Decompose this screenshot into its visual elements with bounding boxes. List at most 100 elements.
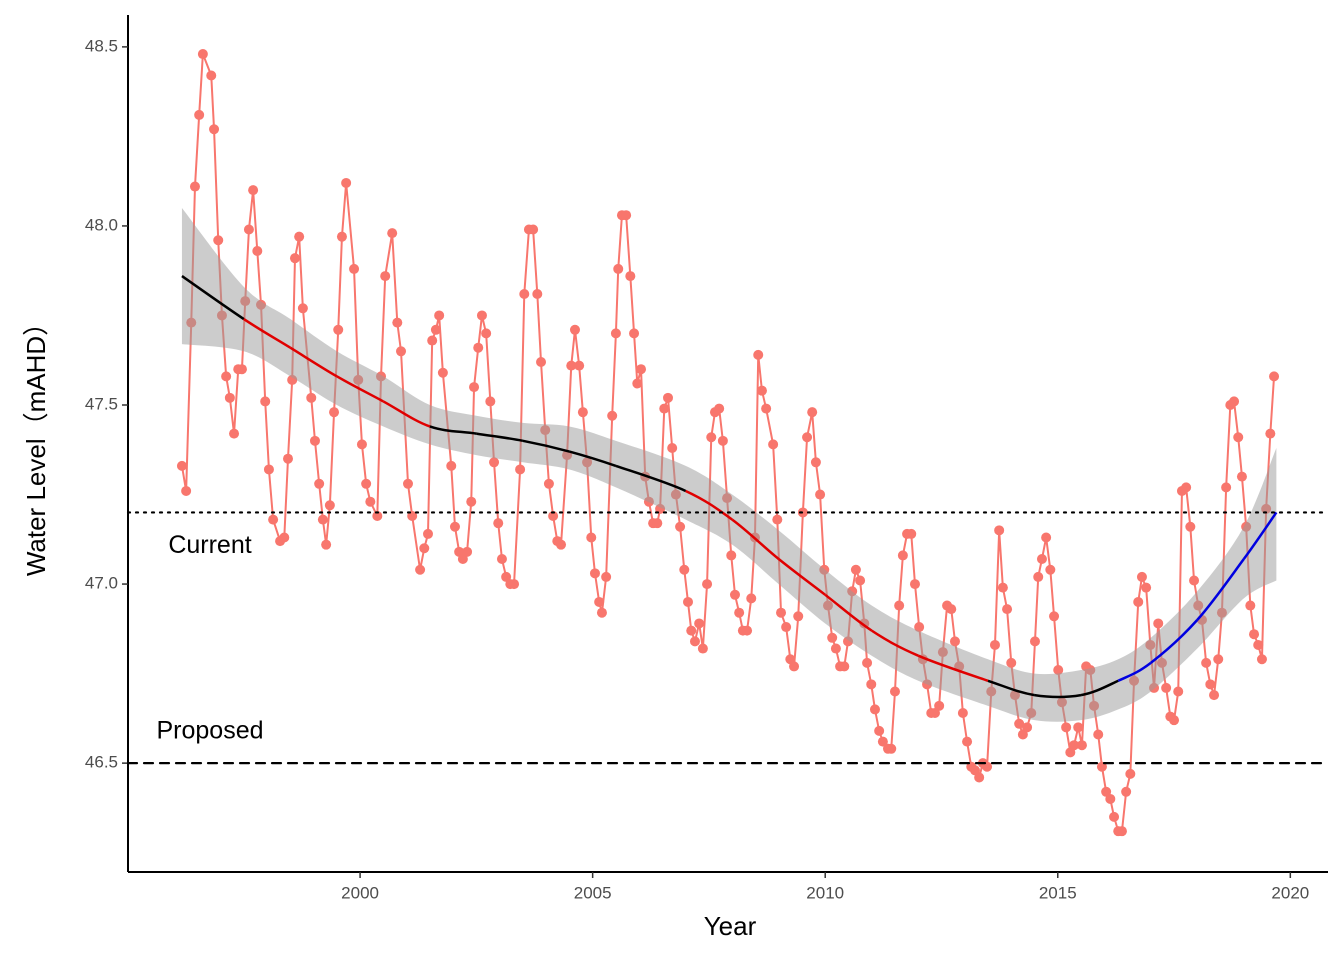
data-point: [1213, 654, 1224, 665]
data-point: [543, 478, 554, 489]
trend-line: [1117, 661, 1152, 682]
data-point: [625, 271, 636, 282]
data-point: [434, 310, 445, 321]
data-point: [297, 303, 308, 314]
data-point: [419, 543, 430, 554]
data-point: [548, 511, 559, 522]
data-point: [632, 378, 643, 389]
y-tick-label: 48.5: [85, 36, 118, 55]
data-point: [260, 396, 271, 407]
data-point: [686, 625, 697, 636]
data-point: [493, 518, 504, 529]
trend-line: [569, 450, 617, 468]
data-point: [914, 622, 925, 633]
data-point: [481, 328, 492, 339]
data-point: [663, 392, 673, 403]
data-point: [569, 324, 580, 335]
data-point: [1109, 811, 1120, 822]
data-point: [889, 686, 900, 697]
data-point: [1185, 521, 1196, 532]
data-point: [1121, 786, 1132, 797]
data-point: [1116, 826, 1127, 837]
data-point: [427, 335, 438, 346]
x-tick-label: 2000: [341, 883, 379, 902]
data-point: [349, 263, 360, 274]
data-point: [294, 231, 305, 242]
data-point: [839, 661, 850, 672]
data-point: [1229, 396, 1240, 407]
data-point: [449, 521, 460, 532]
data-point: [1133, 596, 1144, 607]
data-point: [827, 632, 838, 643]
data-point: [772, 514, 783, 525]
data-point: [430, 324, 441, 335]
data-point: [746, 593, 757, 604]
data-point: [380, 271, 391, 282]
data-point: [224, 392, 235, 403]
data-point: [850, 564, 861, 575]
data-point: [1153, 618, 1164, 629]
data-point: [1269, 371, 1280, 382]
data-point: [1265, 428, 1276, 439]
data-point: [263, 464, 274, 475]
data-point: [586, 532, 597, 543]
data-point: [877, 736, 888, 747]
data-point: [610, 328, 621, 339]
data-point: [1093, 729, 1104, 740]
y-axis-title: Water Level（mAHD）: [21, 310, 51, 576]
data-point: [1221, 482, 1232, 493]
data-point: [248, 185, 259, 196]
data-point: [994, 525, 1005, 536]
data-point: [1201, 657, 1212, 668]
data-point: [1181, 482, 1192, 493]
data-point: [862, 657, 873, 668]
data-point: [717, 435, 728, 446]
data-point: [793, 611, 804, 622]
data-point: [314, 478, 325, 489]
data-point: [489, 457, 500, 468]
data-point: [236, 364, 247, 375]
data-point: [1036, 553, 1047, 564]
data-point: [761, 403, 772, 414]
data-point: [485, 396, 496, 407]
data-point: [333, 324, 344, 335]
x-tick-label: 2015: [1039, 883, 1077, 902]
data-point: [1205, 679, 1216, 690]
data-point: [469, 382, 480, 393]
data-point: [1233, 432, 1244, 443]
data-point: [706, 432, 717, 443]
data-point: [372, 511, 383, 522]
data-point: [1249, 629, 1260, 640]
data-point: [659, 403, 670, 414]
data-point: [753, 349, 764, 360]
data-point: [213, 235, 224, 246]
trend-line: [243, 318, 291, 349]
data-point: [807, 407, 818, 418]
data-point: [324, 500, 335, 511]
data-point: [934, 700, 945, 711]
data-point: [1022, 722, 1033, 733]
data-point: [462, 546, 473, 557]
trend-line: [1034, 693, 1082, 699]
data-point: [1006, 657, 1017, 668]
data-point: [279, 532, 290, 543]
data-point: [734, 607, 745, 618]
trend-line: [777, 558, 826, 596]
trend-line: [289, 346, 338, 378]
data-point: [194, 109, 205, 120]
trend-line: [522, 439, 570, 453]
data-point: [341, 177, 352, 188]
data-point: [874, 725, 885, 736]
data-point: [1125, 768, 1136, 779]
data-point: [496, 553, 507, 564]
x-tick-label: 2005: [574, 883, 612, 902]
data-point: [675, 521, 686, 532]
data-point: [466, 496, 477, 507]
data-point: [532, 288, 543, 299]
data-point: [243, 224, 254, 235]
trend-line: [731, 518, 780, 560]
data-point: [574, 360, 585, 371]
data-point: [289, 253, 300, 264]
data-point: [621, 210, 632, 221]
data-point: [869, 704, 880, 715]
